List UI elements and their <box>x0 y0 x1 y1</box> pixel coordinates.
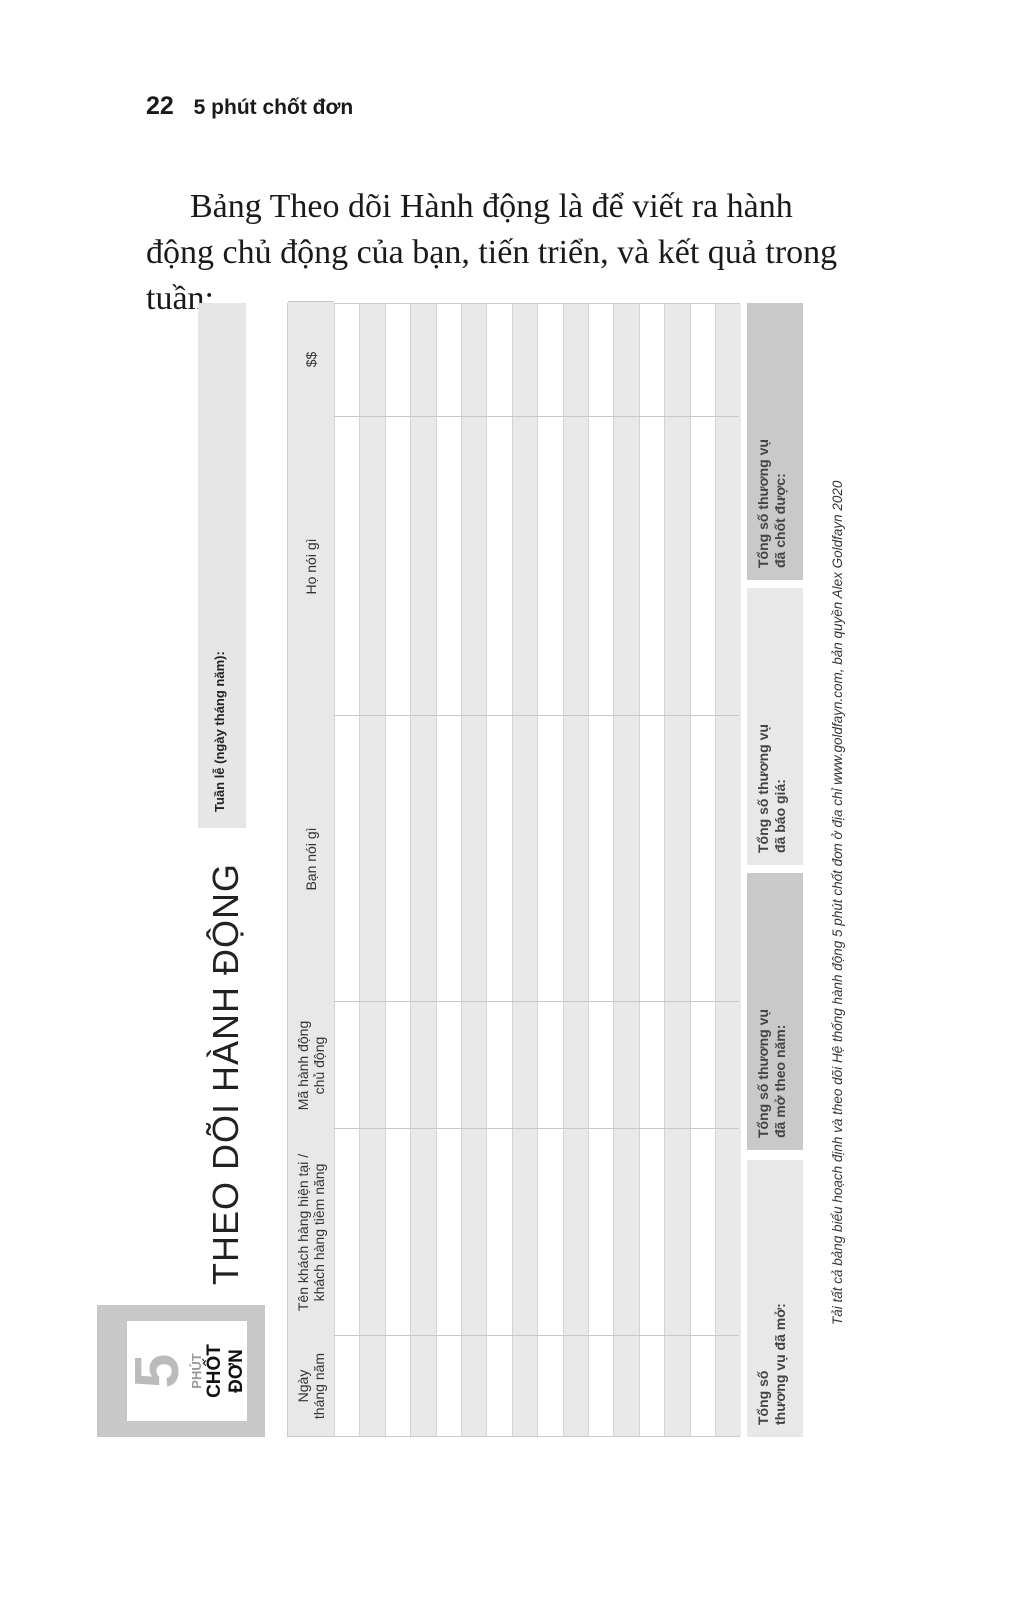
column-header: Họ nói gì <box>288 416 334 716</box>
table-row[interactable] <box>613 304 640 1436</box>
table-row[interactable] <box>384 304 412 1436</box>
book-title: 5 phút chốt đơn <box>193 96 354 119</box>
table-row[interactable] <box>664 304 691 1436</box>
column-header-label: Họ nói gì <box>303 538 319 595</box>
intro-paragraph: Bảng Theo dõi Hành động là để viết ra hà… <box>146 188 838 317</box>
column-header-label: Mã hành động chủ động <box>295 1020 327 1111</box>
summary-opened[interactable]: Tổng số thương vụ đã mở: <box>747 1160 803 1437</box>
column-header-label: Tên khách hàng hiện tại / khách hàng tiề… <box>295 1153 327 1312</box>
week-label: Tuần lễ (ngày tháng năm): <box>212 651 227 812</box>
table-row[interactable] <box>562 304 589 1436</box>
table-row[interactable] <box>715 304 742 1436</box>
tracking-table: Ngày tháng năm Tên khách hàng hiện tại / … <box>287 301 742 1437</box>
summary-closed[interactable]: Tổng số thương vụ đã chốt được: <box>747 303 803 580</box>
column-header: Bạn nói gì <box>288 715 334 1002</box>
column-header-label: $$ <box>303 351 319 368</box>
summary-opened-year[interactable]: Tổng số thương vụ đã mở theo năm: <box>747 873 803 1150</box>
column-header-label: Ngày tháng năm <box>295 1352 327 1420</box>
column-header: Ngày tháng năm <box>288 1335 334 1436</box>
table-row[interactable] <box>461 304 488 1436</box>
logo-number: 5 <box>123 1353 192 1389</box>
column-header: $$ <box>288 301 334 417</box>
table-row[interactable] <box>359 304 386 1436</box>
page-number: 22 <box>146 92 174 120</box>
table-row[interactable] <box>486 304 513 1436</box>
column-divider <box>334 1335 739 1336</box>
summary-label: Tổng số thương vụ đã mở: <box>755 1303 788 1425</box>
column-divider <box>334 416 739 417</box>
footer-note: Tải tất cả bảng biểu hoạch định và theo … <box>830 480 845 1325</box>
table-row[interactable] <box>334 304 361 1436</box>
column-divider <box>334 715 739 716</box>
form-title: THEO DÕI HÀNH ĐỘNG <box>205 862 246 1285</box>
table-row[interactable] <box>537 304 564 1436</box>
column-header-label: Bạn nói gì <box>303 827 319 891</box>
table-row[interactable] <box>689 304 716 1436</box>
logo-line2: CHỐT ĐƠN <box>204 1344 247 1398</box>
action-tracking-form: 5 PHÚT CHỐT ĐƠN THEO DÕI HÀNH ĐỘNG Tuần … <box>95 300 865 1440</box>
column-divider <box>334 1001 739 1002</box>
week-field[interactable]: Tuần lễ (ngày tháng năm): <box>198 303 246 828</box>
column-header: Mã hành động chủ động <box>288 1001 334 1129</box>
logo: 5 PHÚT CHỐT ĐƠN <box>97 1305 265 1437</box>
column-divider <box>334 1128 739 1129</box>
running-header: 22 5 phút chốt đơn <box>146 92 353 121</box>
summary-label: Tổng số thương vụ đã chốt được: <box>755 439 788 568</box>
table-row[interactable] <box>410 304 437 1436</box>
table-row[interactable] <box>638 304 666 1436</box>
summary-label: Tổng số thương vụ đã mở theo năm: <box>755 1009 788 1138</box>
column-header: Tên khách hàng hiện tại / khách hàng tiề… <box>288 1128 334 1336</box>
summary-quoted[interactable]: Tổng số thương vụ đã báo giá: <box>747 588 803 865</box>
table-row[interactable] <box>511 304 539 1436</box>
table-row[interactable] <box>435 304 462 1436</box>
table-row[interactable] <box>588 304 615 1436</box>
logo-line1: PHÚT <box>189 1353 204 1389</box>
summary-label: Tổng số thương vụ đã báo giá: <box>755 724 788 853</box>
